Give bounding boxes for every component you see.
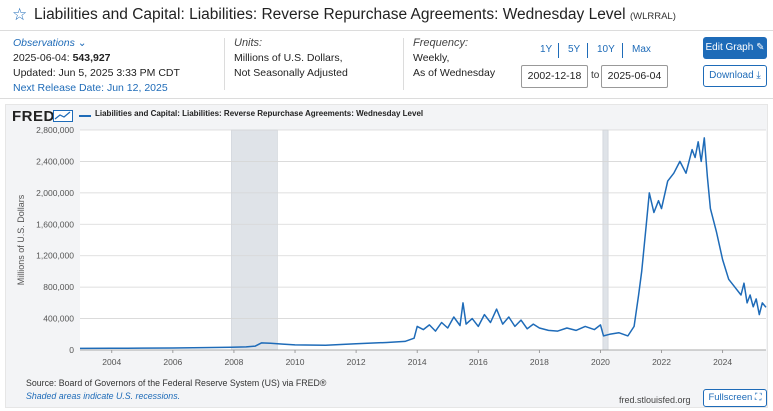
updated-text: Updated: Jun 5, 2025 3:33 PM CDT [13,67,180,79]
frequency-label: Frequency: [413,37,469,49]
column-divider [224,38,225,90]
site-url[interactable]: fred.stlouisfed.org [619,395,691,405]
y-tick-label: 1,200,000 [36,251,74,261]
latest-value: 543,927 [72,52,111,64]
y-tick-label: 1,600,000 [36,219,74,229]
x-tick-label: 2022 [652,357,671,367]
download-button[interactable]: Download ⤓ [703,65,767,87]
end-date-input[interactable]: 2025-06-04 [601,65,668,88]
edit-icon: ✎ [756,42,765,53]
recession-note[interactable]: Shaded areas indicate U.S. recessions. [26,391,181,401]
observations-label: Observations [13,37,75,49]
legend-swatch [79,115,91,117]
fred-graph-icon [53,110,73,122]
range-1y-button[interactable]: 1Y [540,44,553,55]
x-tick-label: 2004 [102,357,121,367]
y-tick-label: 400,000 [43,314,74,324]
x-tick-label: 2010 [286,357,305,367]
x-tick-label: 2020 [591,357,610,367]
page-title-text: Liabilities and Capital: Liabilities: Re… [34,6,626,23]
y-tick-label: 800,000 [43,282,74,292]
x-tick-label: 2012 [347,357,366,367]
x-tick-label: 2014 [408,357,427,367]
fullscreen-icon: ⛶ [754,392,762,403]
y-tick-label: 2,800,000 [36,125,74,135]
chevron-down-icon: ⌄ [77,37,87,49]
recession-band [231,129,278,351]
latest-observation: 2025-06-04: 543,927 [13,51,180,66]
download-icon: ⤓ [756,70,761,81]
start-date-input[interactable]: 2002-12-18 [521,65,588,88]
page-title: Liabilities and Capital: Liabilities: Re… [34,6,676,24]
source-text: Source: Board of Governors of the Federa… [26,378,327,388]
range-divider [558,43,559,58]
edit-graph-label: Edit Graph [705,42,754,53]
frequency-panel: Frequency: Weekly, As of Wednesday [413,36,495,81]
units-label: Units: [234,37,263,49]
x-tick-label: 2024 [713,357,732,367]
star-outline-icon[interactable]: ☆ [12,5,28,24]
column-divider [403,38,404,90]
header-divider [0,30,773,31]
range-10y-button[interactable]: 10Y [597,44,615,55]
units-line-1: Millions of U.S. Dollars, [234,52,343,64]
fullscreen-button[interactable]: Fullscreen ⛶ [703,389,767,407]
y-tick-label: 2,400,000 [36,156,74,166]
range-divider [622,43,623,58]
x-tick-label: 2016 [469,357,488,367]
range-max-button[interactable]: Max [632,44,651,55]
download-label: Download [709,70,754,81]
title-row: ☆ Liabilities and Capital: Liabilities: … [12,6,676,24]
recession-band [602,129,609,351]
units-line-2: Not Seasonally Adjusted [234,67,348,79]
series-line-wlrral[interactable] [79,137,767,350]
fullscreen-label: Fullscreen [708,392,753,403]
edit-graph-button[interactable]: Edit Graph ✎ [703,37,767,59]
x-tick-label: 2018 [530,357,549,367]
observations-panel: Observations ⌄ 2025-06-04: 543,927 Updat… [13,36,180,96]
y-tick-label: 2,000,000 [36,188,74,198]
x-tick-label: 2006 [163,357,182,367]
fred-logo: FRED [12,108,55,125]
latest-date: 2025-06-04: [13,52,70,64]
plot-area [80,130,766,350]
y-axis-label: Millions of U.S. Dollars [16,194,26,285]
units-panel: Units: Millions of U.S. Dollars, Not Sea… [234,36,348,81]
x-tick-label: 2008 [224,357,243,367]
observations-dropdown[interactable]: Observations ⌄ [13,36,180,51]
toolbar-divider [0,98,773,99]
range-divider [587,43,588,58]
legend-label: Liabilities and Capital: Liabilities: Re… [95,109,424,118]
range-5y-button[interactable]: 5Y [568,44,581,55]
next-release-link[interactable]: Next Release Date: Jun 12, 2025 [13,82,168,94]
y-tick-label: 0 [69,345,74,355]
frequency-line-2: As of Wednesday [413,67,496,79]
date-range-to-label: to [591,70,600,81]
frequency-line-1: Weekly, [413,52,450,64]
series-id: (WLRRAL) [629,11,676,22]
